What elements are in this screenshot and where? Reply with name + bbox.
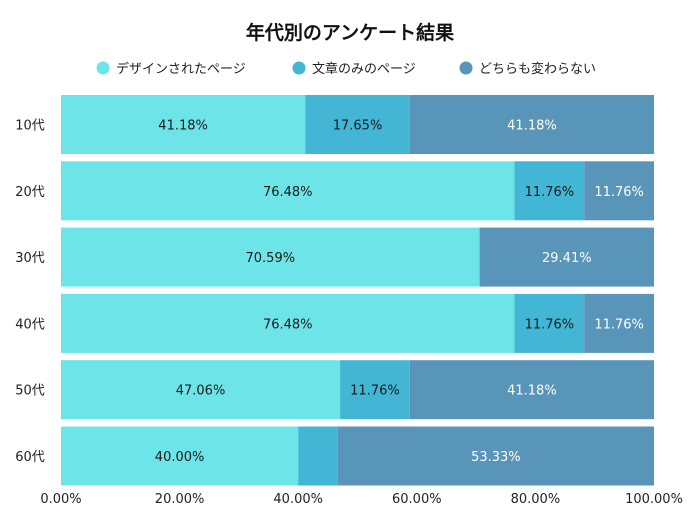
data-label: 11.76% (594, 185, 644, 200)
data-label: 11.76% (350, 384, 400, 399)
bar-segment (409, 360, 654, 420)
x-tick-label: 60.00% (392, 492, 442, 507)
data-label: 70.59% (246, 251, 296, 266)
data-label: 40.00% (155, 450, 205, 465)
data-label: 41.18% (158, 119, 208, 134)
bars: 10代 41.18% 17.65% 41.18% 20代 76.48% 11.76% 11.7… (15, 95, 655, 486)
x-tick-label: 80.00% (511, 492, 561, 507)
bar-segment (298, 426, 338, 486)
legend: デザインされたページ 文章のみのページ どちらも変わらない (96, 61, 596, 77)
bar-segment (479, 227, 654, 287)
data-label: 47.06% (176, 384, 226, 399)
data-label: 41.18% (507, 384, 557, 399)
x-tick-label: 100.00% (625, 492, 683, 507)
data-label: 76.48% (263, 185, 313, 200)
legend-label: デザインされたページ (116, 61, 246, 77)
category-label: 30代 (15, 251, 45, 266)
data-label: 11.76% (594, 317, 644, 332)
category-label: 10代 (15, 119, 45, 134)
x-tick-label: 0.00% (40, 492, 81, 507)
bar-segment (584, 293, 654, 353)
data-label: 17.65% (333, 119, 383, 134)
bar-segment (305, 95, 410, 154)
category-label: 20代 (15, 185, 45, 200)
legend-label: どちらも変わらない (479, 61, 596, 77)
legend-label: 文章のみのページ (312, 61, 416, 77)
data-label: 53.33% (471, 450, 521, 465)
legend-marker (292, 61, 306, 75)
bar-segment (61, 426, 299, 486)
data-label: 11.76% (525, 317, 575, 332)
bar-segment (514, 293, 585, 353)
legend-marker (96, 61, 110, 75)
bar-segment (584, 161, 654, 221)
bar-segment (61, 95, 306, 154)
category-label: 40代 (15, 317, 45, 332)
bar-segment (61, 227, 480, 287)
chart-title: 年代別のアンケート結果 (246, 21, 454, 44)
data-label: 41.18% (507, 119, 557, 134)
bar-segment (61, 360, 341, 420)
x-tick-label: 40.00% (273, 492, 323, 507)
bar-segment (337, 426, 654, 486)
bar-segment (409, 95, 655, 154)
data-label: 29.41% (542, 251, 592, 266)
category-label: 60代 (15, 450, 45, 465)
x-tick-label: 20.00% (155, 492, 205, 507)
x-axis: 0.00% 20.00% 40.00% 60.00% 80.00% 100.00% (40, 492, 683, 507)
legend-marker (459, 61, 473, 75)
bar-segment (61, 293, 515, 353)
bar-segment (61, 161, 515, 221)
bar-segment (514, 161, 585, 221)
category-label: 50代 (15, 384, 45, 399)
data-label: 76.48% (263, 317, 313, 332)
bar-segment (340, 360, 410, 420)
data-label: 11.76% (525, 185, 575, 200)
